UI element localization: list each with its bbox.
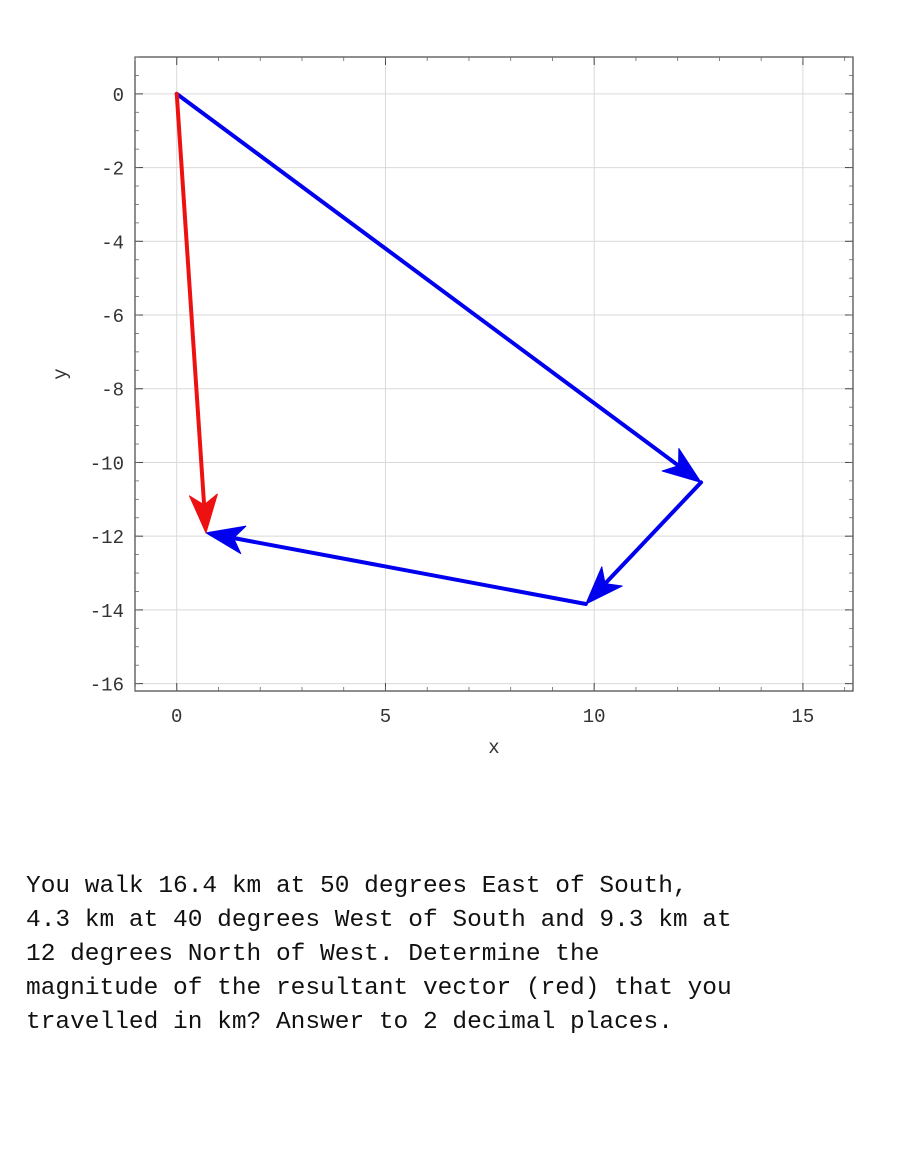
component-vector xyxy=(205,525,588,607)
grid-lines xyxy=(135,57,853,691)
tick-labels: 0 5 10 15 0 -2 -4 -6 -8 -10 -12 -14 -16 xyxy=(90,85,815,728)
y-tick-label: -6 xyxy=(101,306,124,328)
vector-arrowhead xyxy=(661,447,702,483)
vector-plot: 0 5 10 15 0 -2 -4 -6 -8 -10 -12 -14 -16 x y xyxy=(50,56,854,759)
x-tick-label: 5 xyxy=(380,706,391,728)
y-tick-label: -2 xyxy=(101,159,124,181)
vector-shaft xyxy=(174,91,207,507)
component-vector xyxy=(585,480,704,605)
vector-arrowhead xyxy=(188,493,218,534)
x-tick-label: 10 xyxy=(583,706,606,728)
y-tick-label: -14 xyxy=(90,601,124,623)
y-tick-label: -12 xyxy=(90,527,124,549)
vector-arrowhead xyxy=(585,566,623,605)
minor-ticks xyxy=(134,56,853,691)
component-vector xyxy=(174,91,702,483)
y-axis-label: y xyxy=(50,368,72,379)
vector-shaft xyxy=(174,91,681,468)
x-axis-label: x xyxy=(488,737,499,759)
y-tick-label: 0 xyxy=(113,85,124,107)
y-tick-label: -4 xyxy=(101,232,124,254)
x-tick-label: 15 xyxy=(792,706,815,728)
question-text: You walk 16.4 km at 50 degrees East of S… xyxy=(26,873,732,1036)
vector-shaft xyxy=(603,480,704,586)
x-tick-label: 0 xyxy=(171,706,182,728)
y-tick-label: -8 xyxy=(101,380,124,402)
y-tick-label: -16 xyxy=(90,675,124,697)
vector-arrowhead xyxy=(205,525,247,555)
resultant-vector xyxy=(174,91,218,534)
y-tick-label: -10 xyxy=(90,453,124,475)
plot-frame xyxy=(134,56,854,692)
vector-shaft xyxy=(231,536,588,607)
vectors xyxy=(174,91,704,607)
